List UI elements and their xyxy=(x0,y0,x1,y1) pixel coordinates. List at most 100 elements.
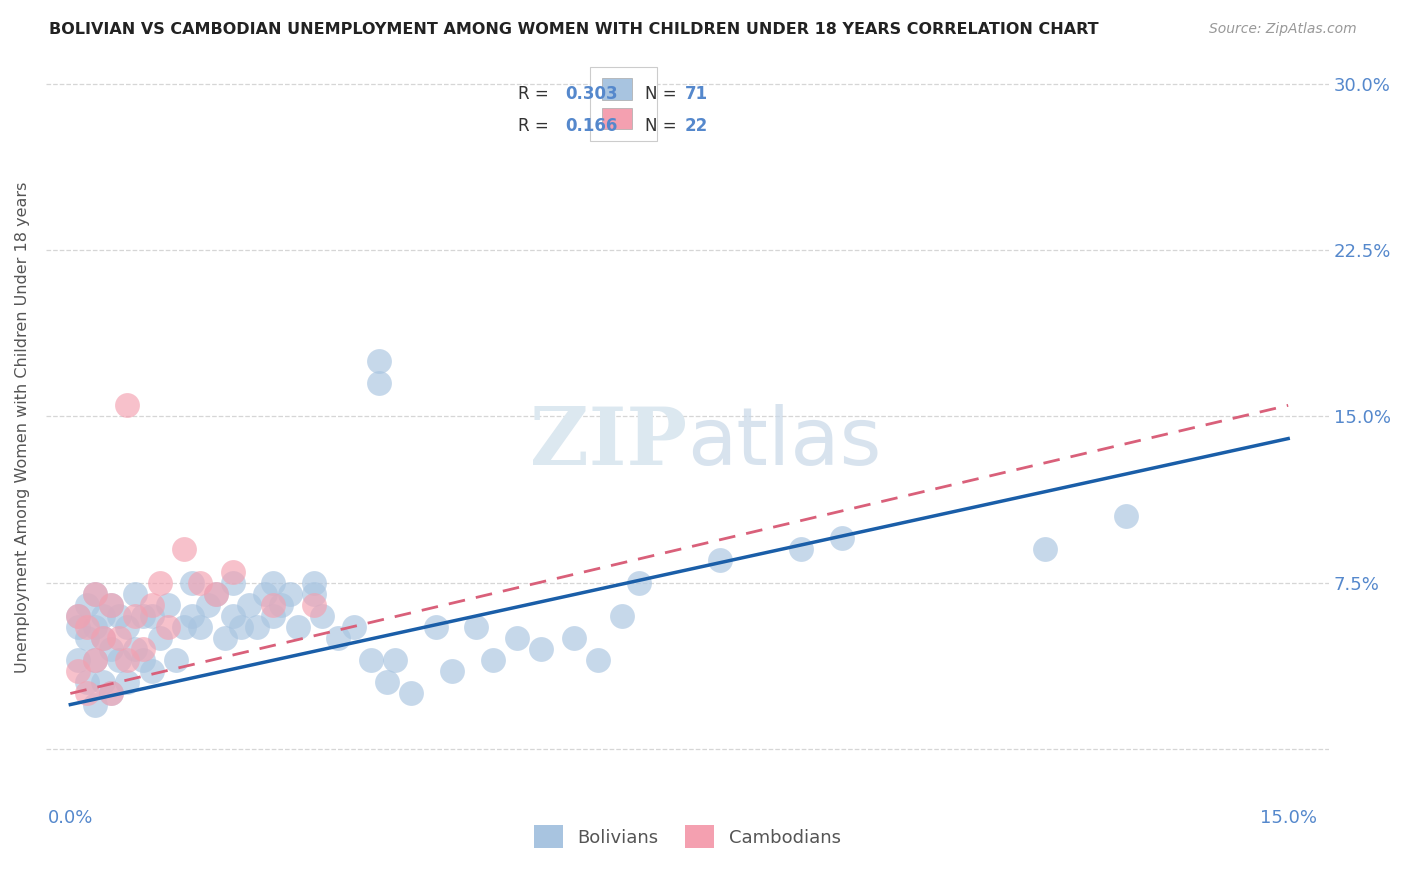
Point xyxy=(115,620,138,634)
Point xyxy=(108,608,131,623)
Point xyxy=(115,398,138,412)
Point xyxy=(254,587,277,601)
Point xyxy=(141,598,163,612)
Point xyxy=(246,620,269,634)
Point xyxy=(76,620,98,634)
Point xyxy=(627,575,650,590)
Point xyxy=(401,686,423,700)
Point xyxy=(709,553,731,567)
Point xyxy=(173,542,195,557)
Point xyxy=(132,608,155,623)
Point xyxy=(562,631,585,645)
Point xyxy=(67,620,90,634)
Y-axis label: Unemployment Among Women with Children Under 18 years: Unemployment Among Women with Children U… xyxy=(15,182,30,673)
Point xyxy=(586,653,609,667)
Point xyxy=(262,598,284,612)
Point xyxy=(214,631,236,645)
Point xyxy=(67,608,90,623)
Point xyxy=(100,642,122,657)
Point xyxy=(91,631,114,645)
Point xyxy=(262,575,284,590)
Point xyxy=(83,653,105,667)
Point xyxy=(156,620,179,634)
Text: ZIP: ZIP xyxy=(530,403,688,482)
Point xyxy=(83,653,105,667)
Point xyxy=(173,620,195,634)
Point xyxy=(343,620,366,634)
Point xyxy=(124,608,146,623)
Text: 0.303: 0.303 xyxy=(565,85,619,103)
Point xyxy=(238,598,260,612)
Point xyxy=(124,642,146,657)
Point xyxy=(83,620,105,634)
Point xyxy=(165,653,187,667)
Point xyxy=(132,653,155,667)
Point xyxy=(367,376,389,391)
Point xyxy=(149,575,172,590)
Point xyxy=(181,608,204,623)
Point xyxy=(287,620,309,634)
Legend: Bolivians, Cambodians: Bolivians, Cambodians xyxy=(527,818,848,855)
Point xyxy=(181,575,204,590)
Text: 71: 71 xyxy=(685,85,709,103)
Point xyxy=(222,575,245,590)
Point xyxy=(465,620,488,634)
Text: N =: N = xyxy=(645,117,682,135)
Point xyxy=(506,631,529,645)
Point xyxy=(115,675,138,690)
Text: N =: N = xyxy=(645,85,682,103)
Point xyxy=(83,587,105,601)
Point xyxy=(384,653,406,667)
Text: BOLIVIAN VS CAMBODIAN UNEMPLOYMENT AMONG WOMEN WITH CHILDREN UNDER 18 YEARS CORR: BOLIVIAN VS CAMBODIAN UNEMPLOYMENT AMONG… xyxy=(49,22,1099,37)
Point xyxy=(311,608,333,623)
Point xyxy=(481,653,503,667)
Point xyxy=(205,587,228,601)
Point xyxy=(76,686,98,700)
Text: 22: 22 xyxy=(685,117,709,135)
Text: R =: R = xyxy=(517,85,554,103)
Text: 0.166: 0.166 xyxy=(565,117,617,135)
Point xyxy=(1115,509,1137,524)
Point xyxy=(108,653,131,667)
Point xyxy=(205,587,228,601)
Point xyxy=(67,665,90,679)
Point xyxy=(222,608,245,623)
Point xyxy=(530,642,553,657)
Point xyxy=(115,653,138,667)
Text: R =: R = xyxy=(517,117,554,135)
Point xyxy=(375,675,398,690)
Point xyxy=(1033,542,1056,557)
Point xyxy=(124,587,146,601)
Point xyxy=(132,642,155,657)
Point xyxy=(302,598,325,612)
Point xyxy=(83,698,105,712)
Point xyxy=(440,665,463,679)
Point xyxy=(108,631,131,645)
Point xyxy=(222,565,245,579)
Point xyxy=(67,608,90,623)
Point xyxy=(76,675,98,690)
Point xyxy=(141,608,163,623)
Point xyxy=(91,608,114,623)
Point xyxy=(141,665,163,679)
Point xyxy=(197,598,219,612)
Point xyxy=(188,575,211,590)
Point xyxy=(76,631,98,645)
Point xyxy=(360,653,382,667)
Point xyxy=(188,620,211,634)
Point xyxy=(83,587,105,601)
Text: atlas: atlas xyxy=(688,403,882,482)
Point xyxy=(302,587,325,601)
Text: Source: ZipAtlas.com: Source: ZipAtlas.com xyxy=(1209,22,1357,37)
Point xyxy=(367,354,389,368)
Point xyxy=(91,675,114,690)
Point xyxy=(67,653,90,667)
Point xyxy=(328,631,350,645)
Point xyxy=(612,608,634,623)
Point xyxy=(262,608,284,623)
Point xyxy=(76,598,98,612)
Point xyxy=(302,575,325,590)
Point xyxy=(425,620,447,634)
Point xyxy=(91,631,114,645)
Point xyxy=(100,686,122,700)
